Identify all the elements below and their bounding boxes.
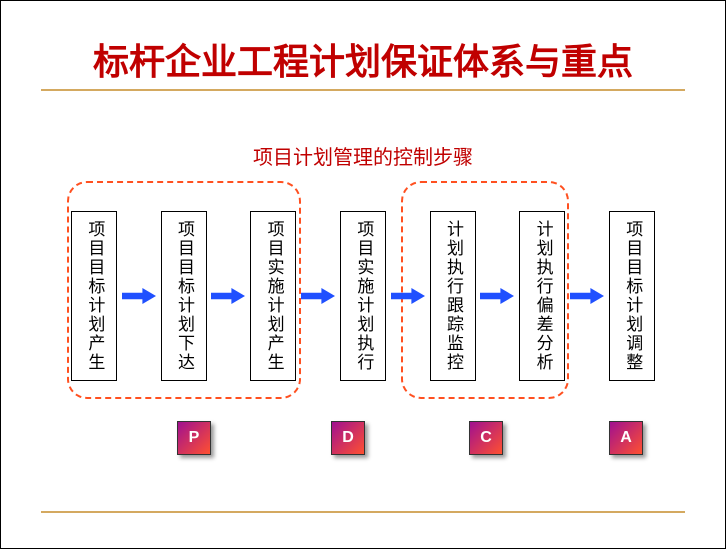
arrow-icon <box>570 288 604 304</box>
arrow-icon <box>211 288 245 304</box>
subtitle: 项目计划管理的控制步骤 <box>1 141 725 170</box>
flow-box: 项目目标计划产生 <box>71 211 117 381</box>
flow-box-label: 项目实施计划执行 <box>354 220 373 372</box>
pdca-badge-a: A <box>609 421 643 455</box>
flow-box-label: 项目实施计划产生 <box>264 220 283 372</box>
flow-box-label: 项目目标计划产生 <box>85 220 104 372</box>
pdca-badge-p: P <box>177 421 211 455</box>
flow-box-label: 计划执行偏差分析 <box>533 220 552 372</box>
flow-box-label: 计划执行跟踪监控 <box>443 220 462 372</box>
flow-box: 项目实施计划产生 <box>250 211 296 381</box>
flow-box: 项目目标计划调整 <box>609 211 655 381</box>
pdca-badge-row: P D C A <box>1 421 725 461</box>
arrow-icon <box>391 288 425 304</box>
flow-box-label: 项目目标计划调整 <box>623 220 642 372</box>
badge-label: A <box>620 429 632 447</box>
flow-box: 计划执行偏差分析 <box>519 211 565 381</box>
bottom-underline <box>41 511 685 513</box>
arrow-icon <box>480 288 514 304</box>
title-underline <box>41 89 685 91</box>
arrow-icon <box>301 288 335 304</box>
badge-label: P <box>189 429 200 447</box>
slide-title: 标杆企业工程计划保证体系与重点 <box>1 33 725 85</box>
pdca-badge-c: C <box>469 421 503 455</box>
flow-row: 项目目标计划产生 项目目标计划下达 项目实施计划产生 项目实施计划执行 计划执行… <box>71 186 655 406</box>
flow-box: 项目实施计划执行 <box>340 211 386 381</box>
flow-box: 计划执行跟踪监控 <box>430 211 476 381</box>
flow-box: 项目目标计划下达 <box>161 211 207 381</box>
badge-label: D <box>342 429 354 447</box>
flow-box-label: 项目目标计划下达 <box>174 220 193 372</box>
pdca-badge-d: D <box>331 421 365 455</box>
badge-label: C <box>480 429 492 447</box>
arrow-icon <box>122 288 156 304</box>
